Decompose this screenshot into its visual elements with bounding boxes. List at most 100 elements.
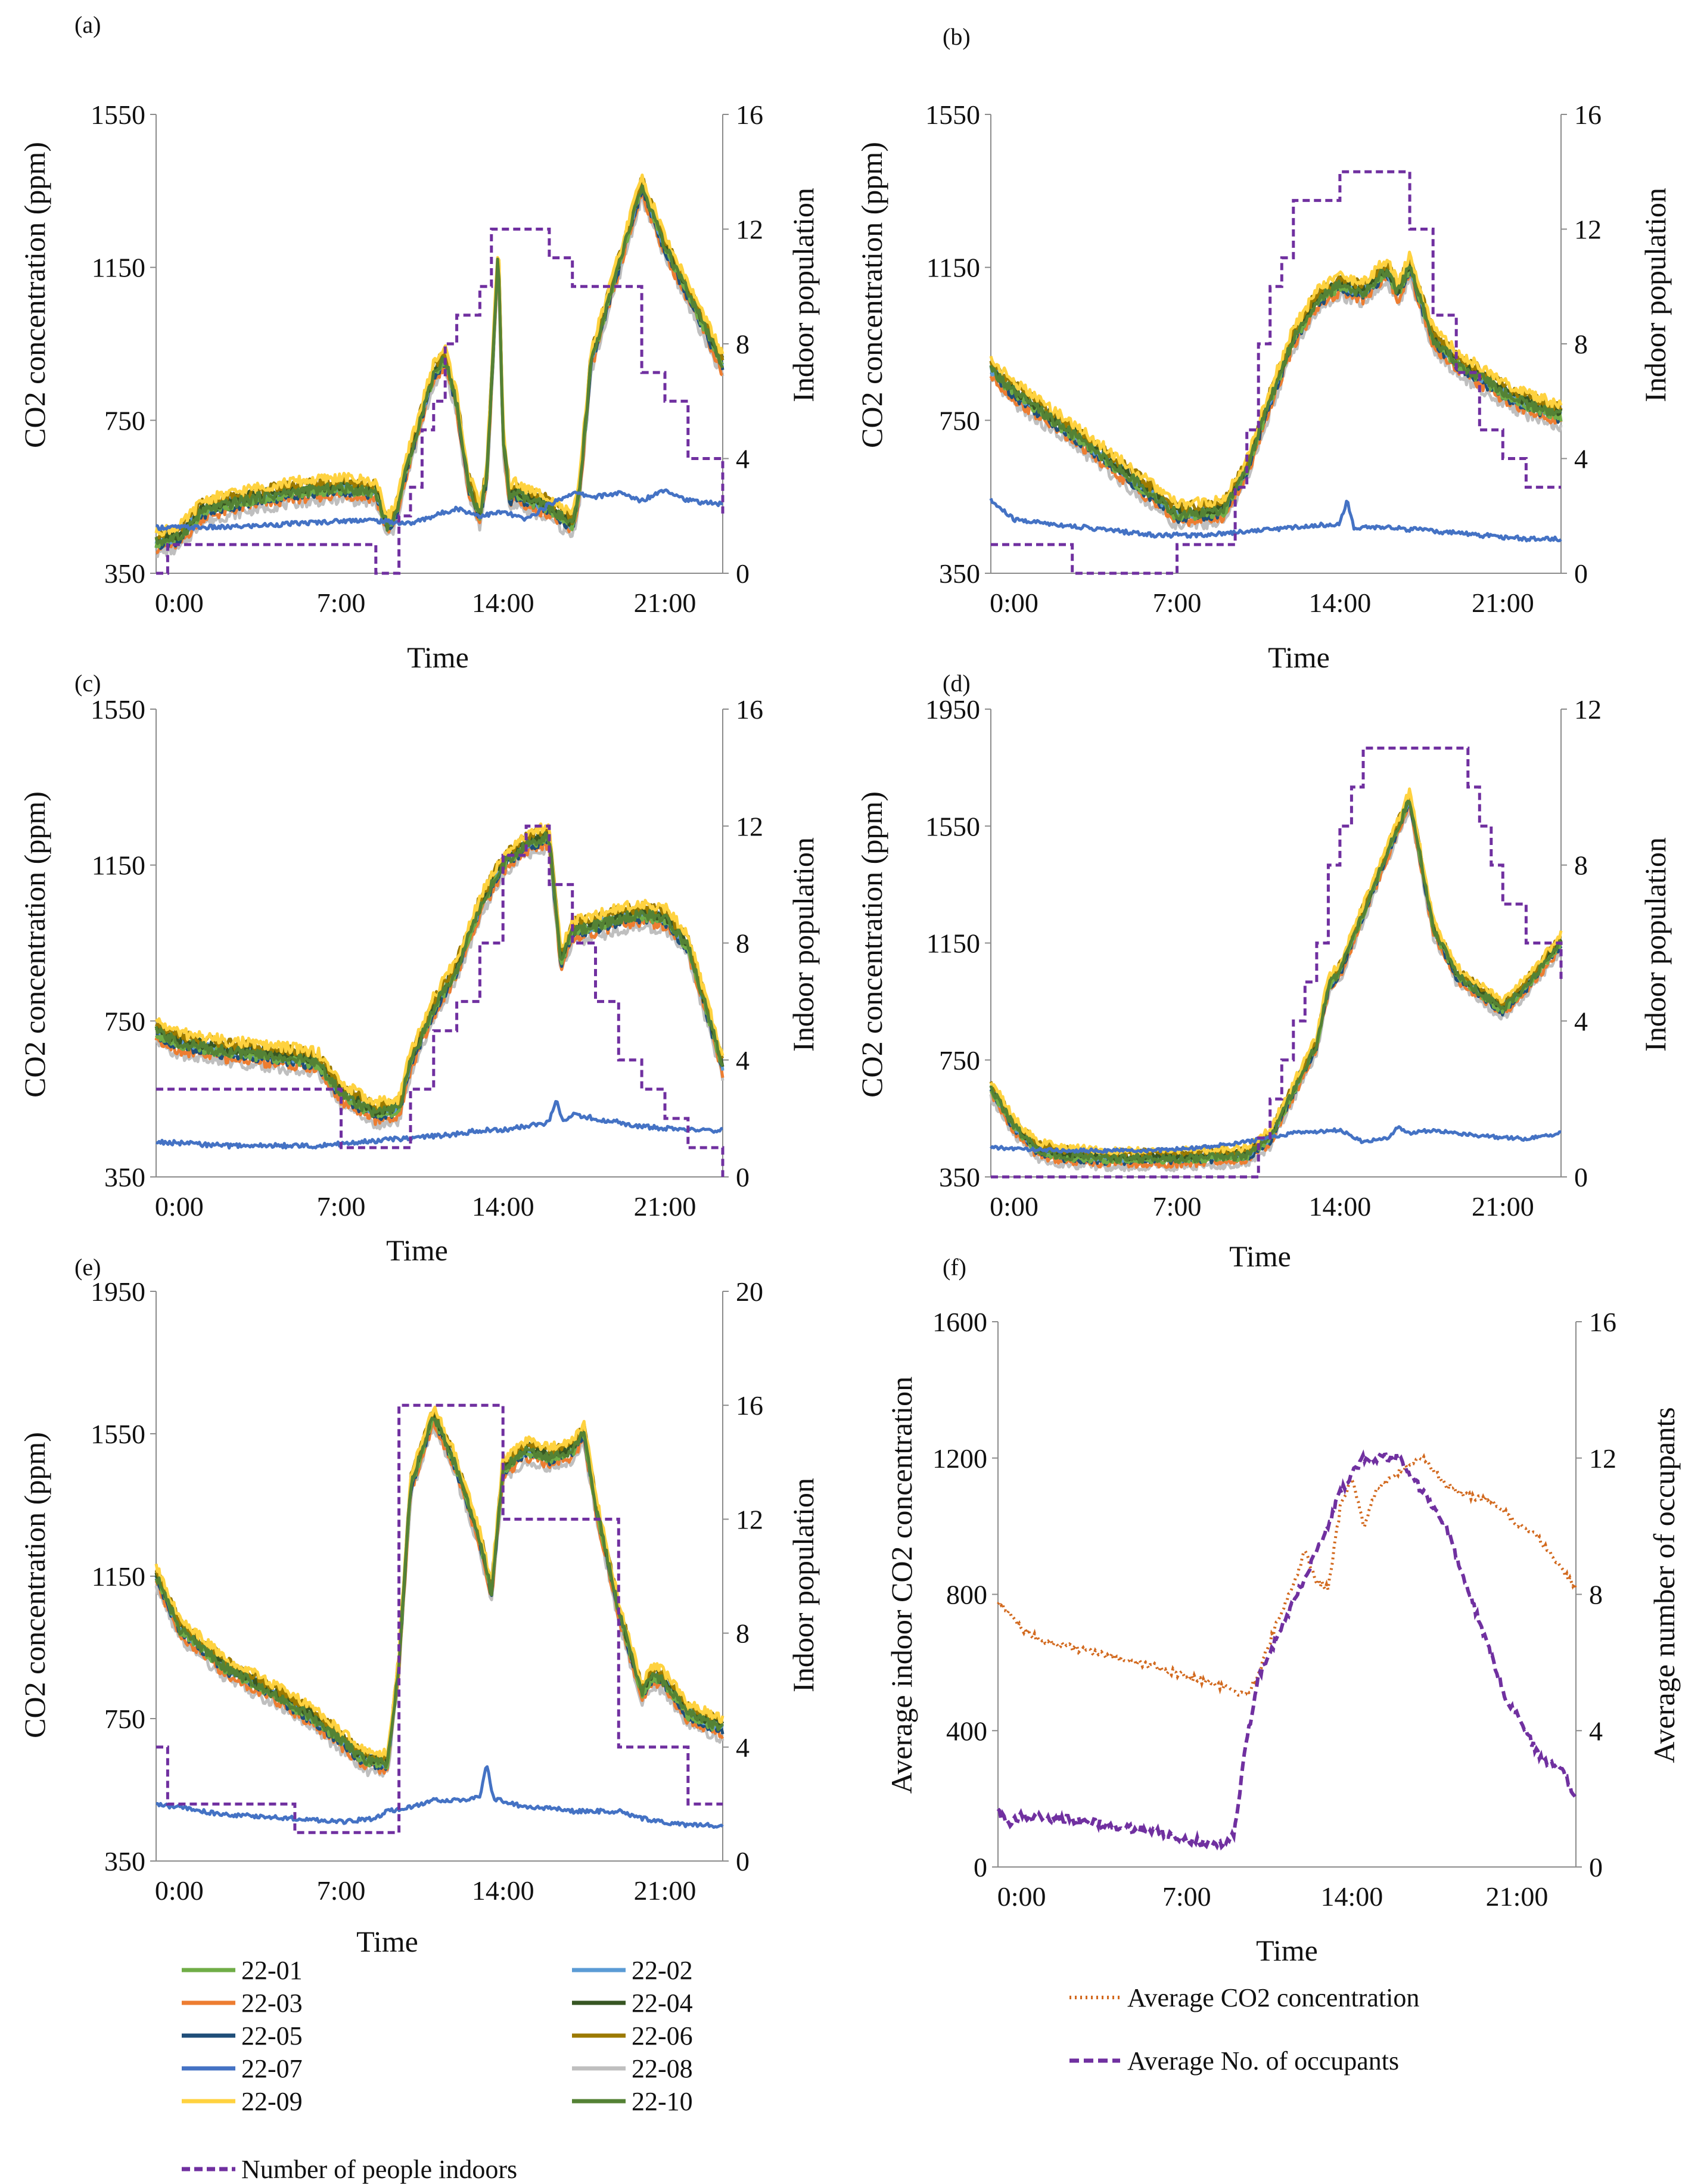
x-tick-label: 21:00 — [1486, 1881, 1549, 1912]
legend-label-22-01: 22-01 — [241, 1956, 303, 1985]
people-indoors-line — [991, 746, 1563, 1179]
series-line-22-10 — [154, 184, 725, 546]
y-tick-label: 1150 — [92, 1561, 145, 1592]
y-axis-title: CO2 concentration (ppm) — [18, 791, 51, 1098]
y-tick-label: 750 — [939, 405, 980, 436]
y-tick-label: 1550 — [925, 811, 980, 841]
legend-label-22-02: 22-02 — [632, 1956, 693, 1985]
y-tick-label: 1150 — [926, 928, 980, 959]
series-line-22-05 — [154, 1417, 725, 1771]
legend-label-22-03: 22-03 — [241, 1989, 303, 2018]
x-tick-label: 0:00 — [155, 1875, 204, 1906]
panel-label: (a) — [74, 11, 101, 38]
series-line-22-08 — [989, 274, 1563, 530]
x-tick-label: 21:00 — [634, 1875, 697, 1906]
y-axis-title: CO2 concentration (ppm) — [18, 142, 51, 448]
y-tick-label: 0 — [974, 1852, 987, 1882]
y-tick-label: 750 — [104, 1006, 145, 1036]
legend-label-22-06: 22-06 — [632, 2021, 693, 2051]
series-line-22-07 — [156, 1099, 723, 1150]
series-line-22-06 — [154, 825, 725, 1113]
y-tick-label: 350 — [104, 558, 145, 589]
panel-label: (d) — [943, 670, 971, 697]
x-tick-label: 14:00 — [472, 1875, 534, 1906]
series-line-22-01 — [154, 835, 725, 1119]
panel-label: (c) — [74, 670, 101, 697]
y2-tick-label: 16 — [1574, 100, 1602, 130]
series-line-22-09 — [154, 173, 725, 537]
y-tick-label: 1200 — [932, 1443, 987, 1474]
series-line-22-06 — [154, 1411, 724, 1763]
panel-a: (a) CO2 concentration (ppm) Indoor popul… — [18, 11, 820, 674]
x-tick-label: 0:00 — [990, 588, 1038, 618]
y2-tick-label: 4 — [1589, 1716, 1603, 1746]
y-tick-label: 1150 — [926, 253, 980, 283]
legend-left: Number of people indoors 22-01 22-02 22-03… — [182, 1956, 693, 2184]
legend-label-22-10: 22-10 — [632, 2087, 693, 2116]
legend-people-label: Number of people indoors — [241, 2155, 517, 2184]
panel-label: (b) — [943, 23, 971, 50]
y2-tick-label: 8 — [736, 928, 750, 959]
y2-tick-label: 0 — [736, 1846, 750, 1877]
series-line-22-08 — [154, 1426, 725, 1778]
x-tick-label: 7:00 — [317, 588, 366, 618]
x-axis-title: Time — [1229, 1239, 1291, 1273]
y-tick-label: 1150 — [92, 850, 145, 881]
series-line-22-09 — [154, 822, 725, 1109]
people-indoors-line — [156, 824, 725, 1177]
y2-axis-title: Indoor population — [786, 1478, 820, 1692]
x-tick-label: 21:00 — [1472, 588, 1534, 618]
panel-label: (f) — [943, 1254, 966, 1281]
y2-tick-label: 16 — [736, 694, 763, 725]
y2-tick-label: 4 — [1574, 444, 1588, 474]
series-line-22-07 — [989, 498, 1562, 543]
y2-tick-label: 8 — [736, 1618, 750, 1649]
y-tick-label: 1950 — [91, 1276, 145, 1307]
y2-tick-label: 0 — [736, 558, 750, 589]
legend-label-22-04: 22-04 — [632, 1989, 693, 2018]
x-tick-label: 0:00 — [155, 1191, 204, 1222]
y2-tick-label: 12 — [736, 215, 763, 245]
series-line-22-01 — [154, 1413, 724, 1770]
average-occupants-line — [996, 1449, 1578, 1851]
x-tick-label: 21:00 — [1472, 1191, 1534, 1222]
legend-avg-occupants-label: Average No. of occupants — [1127, 2046, 1399, 2076]
y-tick-label: 350 — [939, 558, 980, 589]
x-tick-label: 7:00 — [1162, 1881, 1211, 1912]
x-tick-label: 7:00 — [317, 1875, 366, 1906]
y-tick-label: 1600 — [932, 1307, 987, 1337]
y2-tick-label: 8 — [736, 329, 750, 359]
series-line-22-10 — [154, 1416, 725, 1769]
x-tick-label: 0:00 — [997, 1881, 1046, 1912]
y2-axis-title: Indoor population — [1638, 188, 1672, 402]
x-tick-label: 14:00 — [1309, 1191, 1372, 1222]
series-line-22-10 — [989, 265, 1562, 521]
y2-tick-label: 16 — [736, 1390, 763, 1421]
x-tick-label: 21:00 — [634, 588, 697, 618]
panel-c: (c) CO2 concentration (ppm) Indoor popul… — [18, 670, 820, 1267]
y-tick-label: 350 — [104, 1846, 145, 1877]
panel-e: (e) CO2 concentration (ppm) Indoor popul… — [18, 1254, 820, 1958]
x-axis-title: Time — [356, 1925, 418, 1958]
series-line-22-04 — [989, 793, 1563, 1161]
y-tick-label: 1550 — [925, 100, 980, 130]
series-line-22-02 — [156, 830, 725, 1117]
y-axis-title: CO2 concentration (ppm) — [18, 1432, 51, 1738]
y-tick-label: 1550 — [91, 694, 145, 725]
series-line-22-05 — [156, 836, 725, 1121]
y-tick-label: 750 — [939, 1045, 980, 1076]
y2-tick-label: 8 — [1589, 1580, 1603, 1610]
y-axis-title: CO2 concentration (ppm) — [855, 791, 888, 1098]
panel-f: (f) Average indoor CO2 concentration Ave… — [885, 1254, 1681, 1967]
y2-axis-title: Indoor population — [786, 188, 820, 402]
x-tick-label: 21:00 — [634, 1191, 697, 1222]
y2-tick-label: 16 — [736, 100, 763, 130]
people-indoors-line — [156, 1403, 723, 1834]
series-line-22-07 — [155, 488, 723, 532]
y-tick-label: 350 — [939, 1162, 980, 1192]
series-line-22-02 — [154, 1411, 725, 1768]
people-indoors-line — [991, 170, 1561, 575]
legend-label-22-08: 22-08 — [632, 2054, 693, 2083]
y2-tick-label: 12 — [1574, 694, 1602, 725]
y2-tick-label: 20 — [736, 1276, 763, 1307]
